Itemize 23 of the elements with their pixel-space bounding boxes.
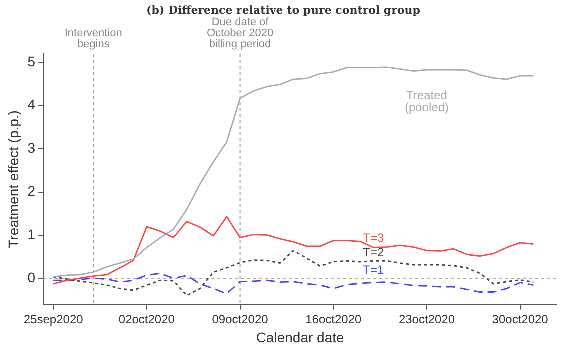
x-tick-label: 25sep2020 [24,312,84,326]
ref-line-label: Due date of October 2020 billing period [206,16,274,51]
line-series [52,250,534,296]
y-tick-label: 0 [28,270,36,286]
y-tick-label: 5 [28,54,36,70]
series-label: Treated (pooled) [404,88,449,114]
y-axis-title: Treatment effect (p.p.) [5,110,22,248]
x-tick-label: 30oct2020 [492,312,549,326]
x-tick-label: 23oct2020 [398,312,456,326]
y-tick-label: 2 [28,183,36,200]
y-tick-label: 4 [28,96,36,113]
chart-title: (b) Difference relative to pure control group [146,4,422,17]
series-label: T=3 [363,231,384,246]
series-label: T=2 [363,245,384,260]
x-tick-label: 02oct2020 [118,312,176,326]
y-tick-label: 3 [28,140,36,156]
series-label: T=1 [363,263,384,278]
x-tick-label: 09oct2020 [212,312,269,326]
x-axis-title: Calendar date [256,329,344,346]
y-tick-label: 1 [28,226,36,242]
ref-line-label: Intervention begins [64,28,122,51]
line-series [52,272,534,295]
x-tick-label: 16oct2020 [306,312,362,326]
